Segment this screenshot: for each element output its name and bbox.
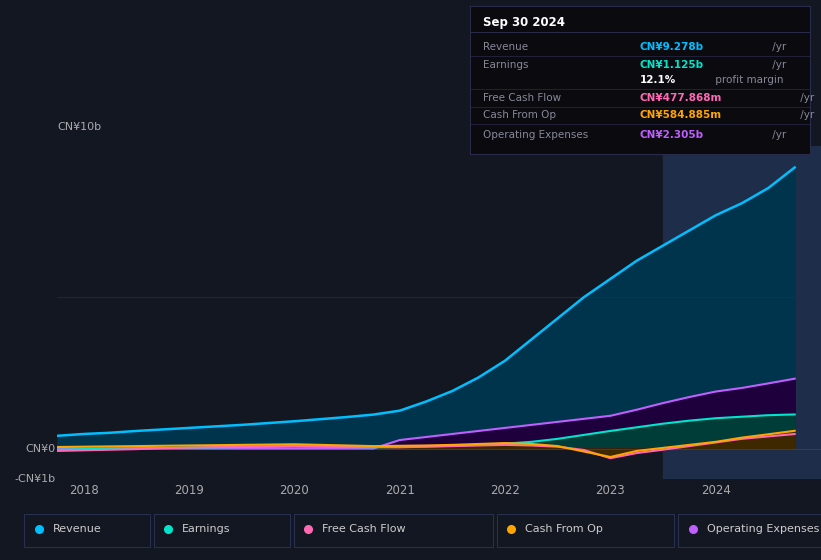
Text: Free Cash Flow: Free Cash Flow xyxy=(484,92,562,102)
Text: Operating Expenses: Operating Expenses xyxy=(707,524,819,534)
Text: /yr: /yr xyxy=(768,130,786,139)
Text: 12.1%: 12.1% xyxy=(640,75,677,85)
Text: CN¥9.278b: CN¥9.278b xyxy=(640,42,704,52)
Text: CN¥10b: CN¥10b xyxy=(57,122,102,132)
Text: Revenue: Revenue xyxy=(484,42,529,52)
Text: /yr: /yr xyxy=(768,60,786,70)
Text: -CN¥1b: -CN¥1b xyxy=(15,474,56,484)
Text: Earnings: Earnings xyxy=(182,524,231,534)
Bar xyxy=(663,146,821,479)
Text: Earnings: Earnings xyxy=(484,60,529,70)
Text: profit margin: profit margin xyxy=(712,75,783,85)
Text: CN¥2.305b: CN¥2.305b xyxy=(640,130,704,139)
Text: Revenue: Revenue xyxy=(53,524,101,534)
Text: /yr: /yr xyxy=(797,92,814,102)
Text: Cash From Op: Cash From Op xyxy=(484,110,557,120)
Text: Free Cash Flow: Free Cash Flow xyxy=(322,524,406,534)
Text: Operating Expenses: Operating Expenses xyxy=(484,130,589,139)
Text: CN¥477.868m: CN¥477.868m xyxy=(640,92,722,102)
Text: CN¥584.885m: CN¥584.885m xyxy=(640,110,722,120)
Text: CN¥0: CN¥0 xyxy=(25,444,56,454)
Text: /yr: /yr xyxy=(768,42,786,52)
Text: CN¥1.125b: CN¥1.125b xyxy=(640,60,704,70)
Text: /yr: /yr xyxy=(797,110,814,120)
Text: Cash From Op: Cash From Op xyxy=(525,524,603,534)
Text: Sep 30 2024: Sep 30 2024 xyxy=(484,16,565,29)
